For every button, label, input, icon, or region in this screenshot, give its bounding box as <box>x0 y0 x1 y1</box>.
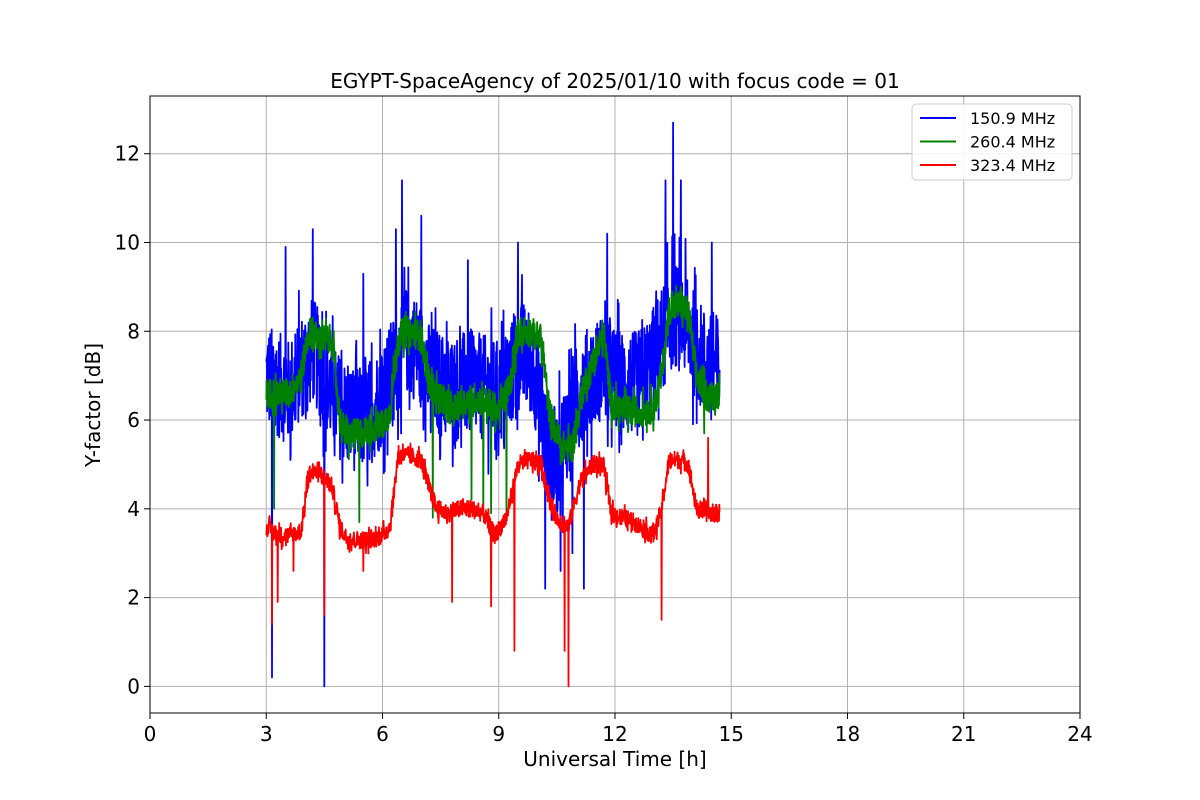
chart-title: EGYPT-SpaceAgency of 2025/01/10 with foc… <box>330 69 899 93</box>
legend-entry-label: 323.4 MHz <box>970 156 1055 175</box>
x-tick-label: 12 <box>602 722 627 746</box>
series-line-3 <box>265 436 721 688</box>
x-tick-label: 21 <box>951 722 976 746</box>
series-lines <box>265 121 721 688</box>
y-tick-label: 2 <box>127 586 140 610</box>
legend: 150.9 MHz 260.4 MHz 323.4 MHz <box>911 103 1073 181</box>
y-tick-label: 12 <box>115 142 140 166</box>
y-tick-label: 4 <box>127 497 140 521</box>
x-tick-label: 6 <box>376 722 389 746</box>
legend-entry-label: 260.4 MHz <box>970 133 1055 152</box>
legend-box <box>911 103 1073 181</box>
x-tick-label: 15 <box>719 722 744 746</box>
x-tick-label: 3 <box>260 722 273 746</box>
x-tick-label: 18 <box>835 722 860 746</box>
y-axis-label: Y-factor [dB] <box>81 343 105 468</box>
y-tick-label: 8 <box>127 319 140 343</box>
x-axis-label: Universal Time [h] <box>523 747 706 771</box>
y-tick-label: 0 <box>127 674 140 698</box>
y-tick-label: 10 <box>115 230 140 254</box>
x-tick-label: 0 <box>144 722 157 746</box>
y-tick-label: 6 <box>127 408 140 432</box>
legend-entry-label: 150.9 MHz <box>970 109 1055 128</box>
series-line-2 <box>265 284 721 523</box>
x-tick-label: 9 <box>492 722 505 746</box>
x-tick-label: 24 <box>1067 722 1092 746</box>
